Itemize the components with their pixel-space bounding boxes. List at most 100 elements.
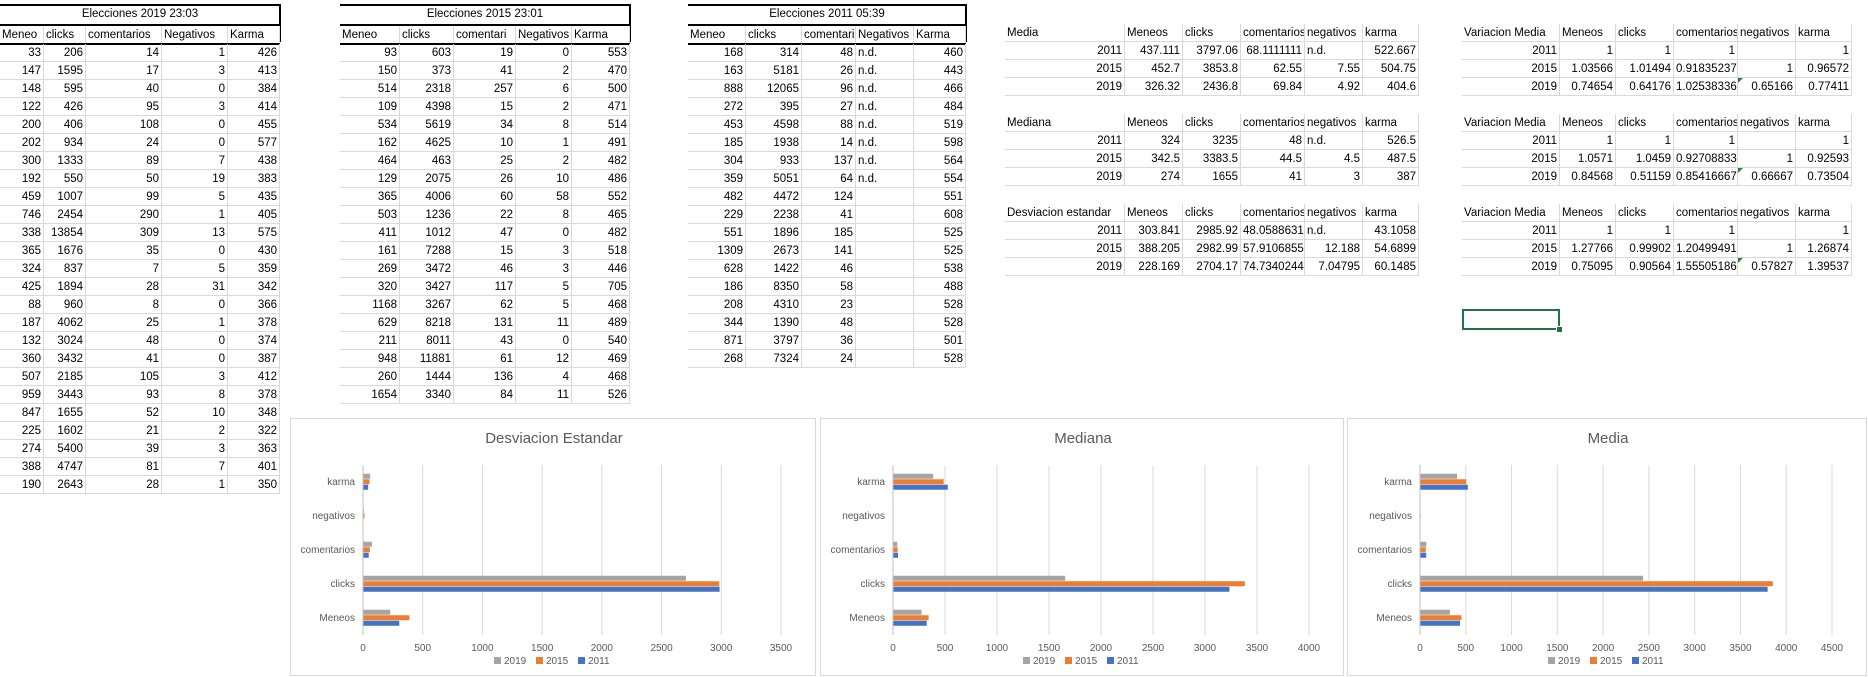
table-2015-cell[interactable]: 117 bbox=[454, 278, 516, 296]
table-2011-cell[interactable]: 888 bbox=[688, 80, 746, 98]
table-2015-cell[interactable]: 1444 bbox=[400, 368, 454, 386]
stat-cell[interactable]: 2982.99 bbox=[1183, 240, 1241, 258]
table-2019-cell[interactable]: 88 bbox=[0, 296, 44, 314]
table-2019-cell[interactable]: 430 bbox=[228, 242, 280, 260]
table-2015-cell[interactable]: 3340 bbox=[400, 386, 454, 404]
stat-cell[interactable]: 2015 bbox=[1005, 150, 1125, 168]
table-2019-cell[interactable]: 384 bbox=[228, 80, 280, 98]
table-2019-cell[interactable]: 746 bbox=[0, 206, 44, 224]
table-2015-cell[interactable]: 3 bbox=[516, 242, 572, 260]
table-2019-cell[interactable]: 1007 bbox=[44, 188, 86, 206]
selected-cell[interactable] bbox=[1462, 309, 1560, 330]
table-2019-header[interactable]: clicks bbox=[44, 26, 86, 44]
table-2019-cell[interactable]: 378 bbox=[228, 386, 280, 404]
table-2015-cell[interactable]: 1 bbox=[516, 134, 572, 152]
variation-cell[interactable]: 2015 bbox=[1462, 240, 1560, 258]
table-2019-cell[interactable]: 93 bbox=[86, 386, 162, 404]
table-2011-cell[interactable]: 528 bbox=[914, 314, 966, 332]
table-2019-cell[interactable]: 81 bbox=[86, 458, 162, 476]
variation-header[interactable]: negativos bbox=[1738, 114, 1796, 132]
table-2011-cell[interactable]: n.d. bbox=[856, 44, 914, 62]
table-2015-header[interactable]: Karma bbox=[572, 26, 630, 44]
table-2015-cell[interactable]: 552 bbox=[572, 188, 630, 206]
table-2015-cell[interactable]: 47 bbox=[454, 224, 516, 242]
variation-cell[interactable]: 0.90564 bbox=[1616, 258, 1674, 276]
table-2015-cell[interactable]: 629 bbox=[340, 314, 400, 332]
table-2011-cell[interactable]: 58 bbox=[802, 278, 856, 296]
variation-cell[interactable]: 1 bbox=[1616, 132, 1674, 150]
table-2015-cell[interactable]: 257 bbox=[454, 80, 516, 98]
table-2015-cell[interactable]: 4625 bbox=[400, 134, 454, 152]
table-2019-cell[interactable]: 147 bbox=[0, 62, 44, 80]
table-2019-cell[interactable]: 365 bbox=[0, 242, 44, 260]
table-2019-cell[interactable]: 13 bbox=[162, 224, 228, 242]
table-2011-cell[interactable]: 554 bbox=[914, 170, 966, 188]
variation-cell[interactable]: 1.39537 bbox=[1796, 258, 1852, 276]
stat-cell[interactable]: 388.205 bbox=[1125, 240, 1183, 258]
table-2019-cell[interactable]: 7 bbox=[162, 458, 228, 476]
variation-cell[interactable]: 0.99902 bbox=[1616, 240, 1674, 258]
table-2011-cell[interactable]: 551 bbox=[914, 188, 966, 206]
table-2015-cell[interactable]: 269 bbox=[340, 260, 400, 278]
table-2011-cell[interactable]: 124 bbox=[802, 188, 856, 206]
variation-cell[interactable]: 1 bbox=[1796, 42, 1852, 60]
table-2015-cell[interactable]: 470 bbox=[572, 62, 630, 80]
table-2011-cell[interactable]: 359 bbox=[688, 170, 746, 188]
variation-cell[interactable]: 0.65166 bbox=[1738, 78, 1796, 96]
table-2015-cell[interactable]: 109 bbox=[340, 98, 400, 116]
table-2019-cell[interactable]: 374 bbox=[228, 332, 280, 350]
stat-cell[interactable]: 2985.92 bbox=[1183, 222, 1241, 240]
table-2019-cell[interactable]: 406 bbox=[44, 116, 86, 134]
table-2015-cell[interactable]: 320 bbox=[340, 278, 400, 296]
table-2011-cell[interactable]: 1390 bbox=[746, 314, 802, 332]
table-2011-header[interactable]: clicks bbox=[746, 26, 802, 44]
stat-header[interactable]: negativos bbox=[1305, 114, 1363, 132]
stat-cell[interactable]: 62.55 bbox=[1241, 60, 1305, 78]
table-2015-cell[interactable]: 161 bbox=[340, 242, 400, 260]
stat-table-label[interactable]: Media bbox=[1005, 24, 1125, 42]
table-2015-cell[interactable]: 482 bbox=[572, 152, 630, 170]
table-2015-cell[interactable]: 60 bbox=[454, 188, 516, 206]
table-2011-cell[interactable]: 5051 bbox=[746, 170, 802, 188]
table-2011-cell[interactable]: 344 bbox=[688, 314, 746, 332]
table-2019-cell[interactable]: 5 bbox=[162, 188, 228, 206]
table-2011-header[interactable]: Meneo bbox=[688, 26, 746, 44]
stat-cell[interactable]: 2704.17 bbox=[1183, 258, 1241, 276]
table-2011-cell[interactable]: 2238 bbox=[746, 206, 802, 224]
stat-cell[interactable]: 487.5 bbox=[1363, 150, 1419, 168]
stat-cell[interactable]: 2019 bbox=[1005, 258, 1125, 276]
table-2015-cell[interactable]: 11 bbox=[516, 386, 572, 404]
table-2019-cell[interactable]: 426 bbox=[44, 98, 86, 116]
table-2019-cell[interactable]: 412 bbox=[228, 368, 280, 386]
fill-handle[interactable] bbox=[1556, 326, 1563, 333]
table-2019-cell[interactable]: 5 bbox=[162, 260, 228, 278]
stat-cell[interactable]: 326.32 bbox=[1125, 78, 1183, 96]
table-2015-cell[interactable]: 3472 bbox=[400, 260, 454, 278]
table-2011-cell[interactable]: 598 bbox=[914, 134, 966, 152]
table-2015-cell[interactable]: 0 bbox=[516, 224, 572, 242]
variation-cell[interactable]: 1 bbox=[1616, 42, 1674, 60]
table-2011-cell[interactable]: 24 bbox=[802, 350, 856, 368]
stat-header[interactable]: Meneos bbox=[1125, 204, 1183, 222]
table-2015-cell[interactable]: 468 bbox=[572, 296, 630, 314]
table-2011-cell[interactable]: 48 bbox=[802, 44, 856, 62]
table-2019-cell[interactable]: 28 bbox=[86, 476, 162, 494]
variation-header[interactable]: comentarios bbox=[1674, 24, 1738, 42]
table-2019-cell[interactable]: 10 bbox=[162, 404, 228, 422]
table-2015-cell[interactable]: 136 bbox=[454, 368, 516, 386]
variation-cell[interactable]: 1.03566 bbox=[1560, 60, 1616, 78]
table-2019-cell[interactable]: 459 bbox=[0, 188, 44, 206]
table-2015-cell[interactable]: 41 bbox=[454, 62, 516, 80]
table-2019-cell[interactable]: 322 bbox=[228, 422, 280, 440]
table-2015-cell[interactable]: 465 bbox=[572, 206, 630, 224]
variation-header[interactable]: negativos bbox=[1738, 204, 1796, 222]
table-2019-cell[interactable]: 4747 bbox=[44, 458, 86, 476]
table-2011-header[interactable]: Karma bbox=[914, 26, 966, 44]
table-2015-cell[interactable]: 2 bbox=[516, 62, 572, 80]
table-2015-cell[interactable]: 411 bbox=[340, 224, 400, 242]
variation-cell[interactable]: 0.51159 bbox=[1616, 168, 1674, 186]
stat-cell[interactable]: 324 bbox=[1125, 132, 1183, 150]
stat-cell[interactable]: 69.84 bbox=[1241, 78, 1305, 96]
table-2015-cell[interactable]: 4398 bbox=[400, 98, 454, 116]
stat-cell[interactable]: 2011 bbox=[1005, 42, 1125, 60]
